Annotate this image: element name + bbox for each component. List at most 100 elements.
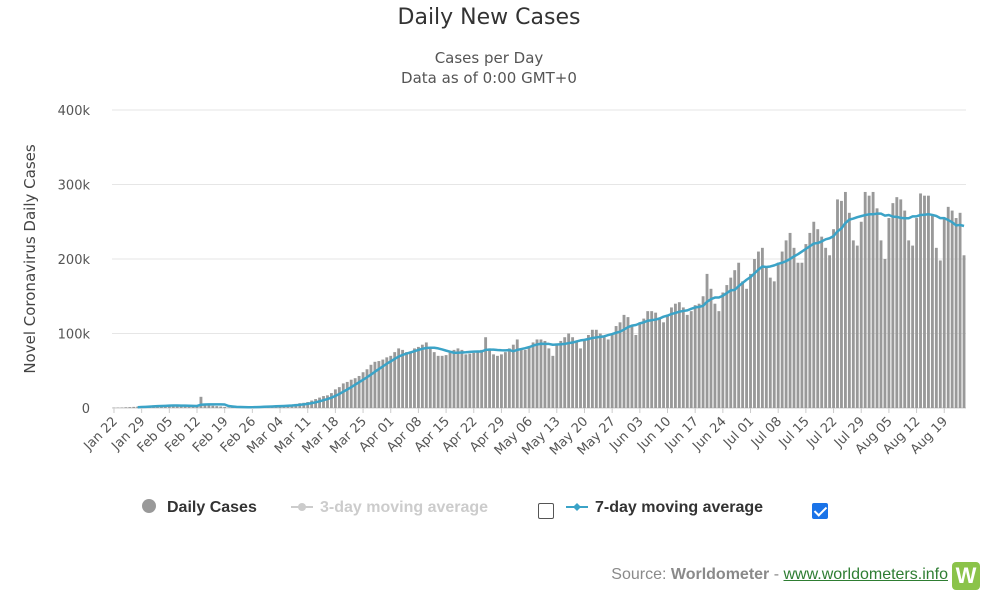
bar: [503, 352, 507, 409]
bar: [954, 218, 958, 408]
bar: [594, 329, 598, 408]
bar: [618, 322, 622, 408]
bar: [768, 277, 772, 409]
bar: [587, 334, 590, 408]
bar: [634, 334, 638, 408]
bar: [543, 340, 547, 408]
bar: [436, 355, 440, 408]
bar: [322, 396, 325, 408]
bar: [701, 296, 705, 408]
toggle-3day-average-checkbox[interactable]: [538, 503, 554, 519]
bar: [681, 307, 685, 408]
bar: [361, 372, 365, 408]
bar: [523, 349, 527, 408]
legend-item-daily-cases[interactable]: Daily Cases: [142, 499, 257, 516]
bar: [622, 314, 626, 409]
source-link[interactable]: www.worldometers.info: [783, 566, 949, 583]
bar: [753, 259, 756, 408]
legend-marker-daily-cases: [142, 499, 156, 513]
bar: [203, 404, 207, 408]
bar: [757, 251, 760, 408]
grid-lines: [112, 109, 966, 409]
bar: [828, 255, 832, 408]
bar: [697, 303, 701, 408]
bar: [590, 329, 594, 408]
source-brand: Worldometer: [670, 566, 770, 583]
bar: [721, 292, 725, 408]
bar: [539, 339, 543, 408]
chart-subtitle-line-1: Cases per Day: [435, 49, 544, 67]
bar: [519, 348, 523, 408]
bar: [812, 221, 816, 408]
bar: [211, 405, 215, 408]
bar: [840, 200, 843, 408]
bar: [207, 405, 211, 408]
moving-average-line: [137, 212, 965, 409]
bar: [199, 396, 203, 408]
bar: [393, 352, 397, 409]
bar: [480, 349, 484, 408]
bar: [120, 407, 124, 408]
bar: [887, 218, 891, 408]
bar: [836, 199, 839, 408]
y-tick-label: 200k: [58, 253, 91, 268]
bar: [132, 406, 136, 408]
bar: [915, 218, 919, 408]
bar: [341, 383, 345, 408]
bar: [725, 285, 729, 408]
bar: [448, 352, 452, 409]
bar: [705, 273, 709, 408]
bar: [598, 333, 602, 408]
bar: [318, 397, 321, 408]
bar: [741, 281, 745, 408]
bar: [867, 195, 871, 408]
bar: [606, 339, 610, 408]
bar: [788, 232, 792, 408]
bar: [784, 240, 788, 409]
toggle-7day-average-checkbox[interactable]: [812, 503, 828, 519]
bar: [365, 369, 369, 408]
bar: [389, 355, 393, 408]
bar: [958, 212, 962, 408]
bar: [816, 229, 820, 408]
bar: [468, 353, 472, 408]
legend-item-3day-average[interactable]: 3-day moving average: [291, 499, 488, 516]
y-axis-ticks: 0 100k 200k 300k 400k: [58, 104, 91, 417]
bar: [899, 199, 903, 408]
bar: [440, 355, 444, 408]
bar: [345, 381, 349, 408]
bar: [405, 352, 408, 409]
bar: [760, 247, 764, 408]
bar: [780, 251, 784, 408]
bar: [662, 322, 665, 408]
y-tick-label: 300k: [58, 179, 91, 194]
chart-title: Daily New Cases: [398, 5, 581, 30]
bar: [820, 236, 824, 408]
bar: [175, 405, 179, 408]
bar: [602, 337, 606, 408]
bar: [547, 348, 551, 408]
bar: [420, 344, 424, 408]
bar: [614, 326, 618, 408]
bar: [907, 240, 911, 409]
bar: [496, 355, 499, 408]
bar: [875, 208, 879, 408]
bar: [567, 333, 571, 408]
legend-marker-3day: [298, 503, 306, 511]
bar: [749, 273, 752, 408]
y-axis-label: Novel Coronavirus Daily Cases: [21, 144, 39, 374]
bar: [381, 359, 385, 408]
bar: [863, 191, 867, 408]
bar: [847, 212, 851, 408]
bar: [551, 355, 555, 408]
legend-item-7day-average[interactable]: 7-day moving average: [566, 499, 763, 516]
bar: [942, 218, 946, 408]
bar: [934, 247, 938, 408]
bar: [638, 322, 642, 408]
bar: [796, 262, 800, 408]
bar: [219, 406, 223, 408]
daily-cases-bars: [112, 191, 966, 409]
bar: [575, 340, 578, 408]
bar: [891, 203, 895, 409]
